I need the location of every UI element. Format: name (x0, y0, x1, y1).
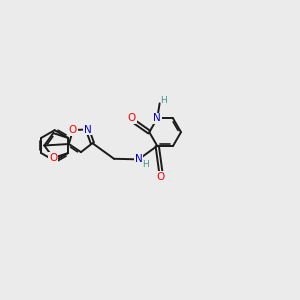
Text: N: N (84, 124, 91, 134)
Text: H: H (142, 160, 148, 169)
Text: N: N (135, 154, 142, 164)
Text: O: O (69, 125, 77, 135)
Text: H: H (160, 96, 166, 105)
Text: O: O (128, 113, 136, 123)
Text: O: O (157, 172, 165, 182)
Text: O: O (49, 153, 57, 163)
Text: N: N (153, 113, 161, 123)
